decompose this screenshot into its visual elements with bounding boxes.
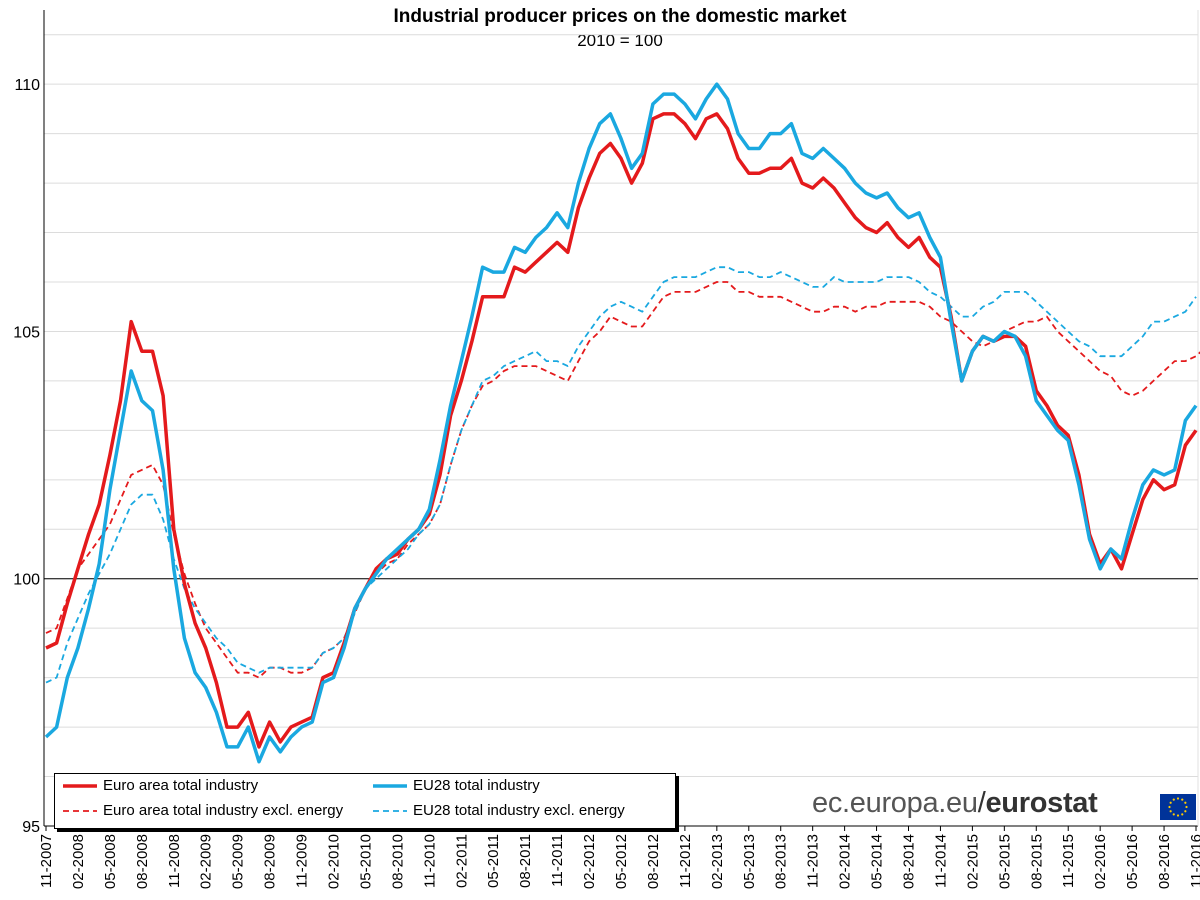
y-tick-label: 100 — [13, 572, 40, 589]
chart-subtitle: 2010 = 100 — [577, 31, 663, 50]
x-tick-label: 05-2015 — [996, 834, 1013, 889]
series-line — [45, 112, 1198, 749]
x-tick-label: 05-2013 — [741, 834, 758, 889]
x-tick-label: 11-2015 — [1060, 834, 1077, 888]
x-tick-label: 11-2012 — [677, 834, 694, 888]
legend-swatch — [373, 783, 407, 788]
x-tick-label: 02-2011 — [453, 834, 470, 888]
star-icon — [1168, 805, 1171, 809]
series-line — [45, 281, 1200, 679]
brand-name: eurostat — [985, 787, 1098, 819]
x-tick-label: 08-2009 — [262, 834, 279, 889]
x-tick-label: 08-2011 — [517, 834, 534, 888]
y-tick-label: 105 — [13, 324, 40, 341]
star-icon — [1169, 801, 1172, 804]
star-icon — [1172, 798, 1175, 801]
star-icon — [1184, 801, 1187, 804]
legend-item: EU28 total industry — [373, 777, 540, 794]
star-icon — [1169, 810, 1172, 813]
eu-flag-icon — [1160, 794, 1196, 820]
x-tick-label: 11-2010 — [421, 834, 438, 888]
x-tick-label: 05-2014 — [869, 834, 886, 889]
legend-label: EU28 total industry excl. energy — [413, 802, 625, 819]
x-tick-label: 08-2010 — [389, 834, 406, 889]
x-tick-label: 11-2008 — [166, 834, 183, 888]
x-tick-label: 02-2008 — [70, 834, 87, 889]
x-tick-label: 11-2011 — [549, 834, 566, 887]
x-tick-label: 05-2011 — [485, 834, 502, 888]
x-tick-label: 02-2015 — [964, 834, 981, 889]
x-tick-label: 08-2013 — [773, 834, 790, 889]
legend-swatch — [373, 809, 407, 812]
series-line — [45, 266, 1197, 684]
x-tick-label: 08-2016 — [1156, 834, 1173, 889]
x-tick-label: 02-2009 — [198, 834, 215, 889]
x-tick-label: 05-2010 — [357, 834, 374, 889]
legend-item: EU28 total industry excl. energy — [373, 802, 625, 819]
x-tick-label: 11-2013 — [805, 834, 822, 888]
y-tick-label: 110 — [14, 77, 40, 94]
x-tick-label: 02-2014 — [837, 834, 854, 889]
x-tick-label: 11-2009 — [294, 834, 311, 888]
legend-label: EU28 total industry — [413, 777, 540, 794]
star-icon — [1185, 805, 1188, 809]
legend-swatch — [63, 783, 97, 788]
legend-label: Euro area total industry — [103, 777, 259, 794]
eurostat-brand: ec.europa.eu/eurostat — [812, 787, 1098, 820]
y-tick-label: 95 — [22, 819, 40, 836]
x-tick-label: 02-2010 — [326, 834, 343, 889]
brand-site: ec.europa.eu — [812, 787, 978, 819]
x-tick-label: 11-2007 — [38, 834, 55, 888]
legend-swatch — [63, 809, 97, 812]
star-icon — [1176, 797, 1180, 800]
chart-legend: Euro area total industry EU28 total indu… — [54, 773, 676, 829]
x-tick-label: 02-2013 — [709, 834, 726, 889]
x-tick-label: 11-2014 — [932, 834, 949, 888]
x-tick-label: 05-2008 — [102, 834, 119, 889]
x-tick-label: 08-2012 — [645, 834, 662, 889]
legend-item: Euro area total industry excl. energy — [63, 802, 343, 819]
chart-title: Industrial producer prices on the domest… — [393, 6, 847, 27]
legend-label: Euro area total industry excl. energy — [103, 802, 344, 819]
star-icon — [1184, 810, 1187, 813]
brand-slash: / — [977, 787, 986, 819]
star-icon — [1181, 813, 1184, 816]
x-tick-label: 02-2012 — [581, 834, 598, 889]
x-tick-label: 02-2016 — [1092, 834, 1109, 889]
x-tick-label: 05-2009 — [230, 834, 247, 889]
series-line — [44, 82, 1198, 764]
star-icon — [1172, 813, 1175, 816]
star-icon — [1181, 798, 1184, 801]
x-tick-label: 08-2014 — [901, 834, 918, 889]
x-tick-label: 08-2008 — [134, 834, 151, 889]
legend-item: Euro area total industry — [63, 777, 258, 794]
x-tick-label: 05-2016 — [1124, 834, 1141, 889]
x-tick-label: 08-2015 — [1028, 834, 1045, 889]
x-tick-label: 11-2016 — [1188, 834, 1200, 888]
x-tick-label: 05-2012 — [613, 834, 630, 889]
star-icon — [1176, 814, 1180, 817]
